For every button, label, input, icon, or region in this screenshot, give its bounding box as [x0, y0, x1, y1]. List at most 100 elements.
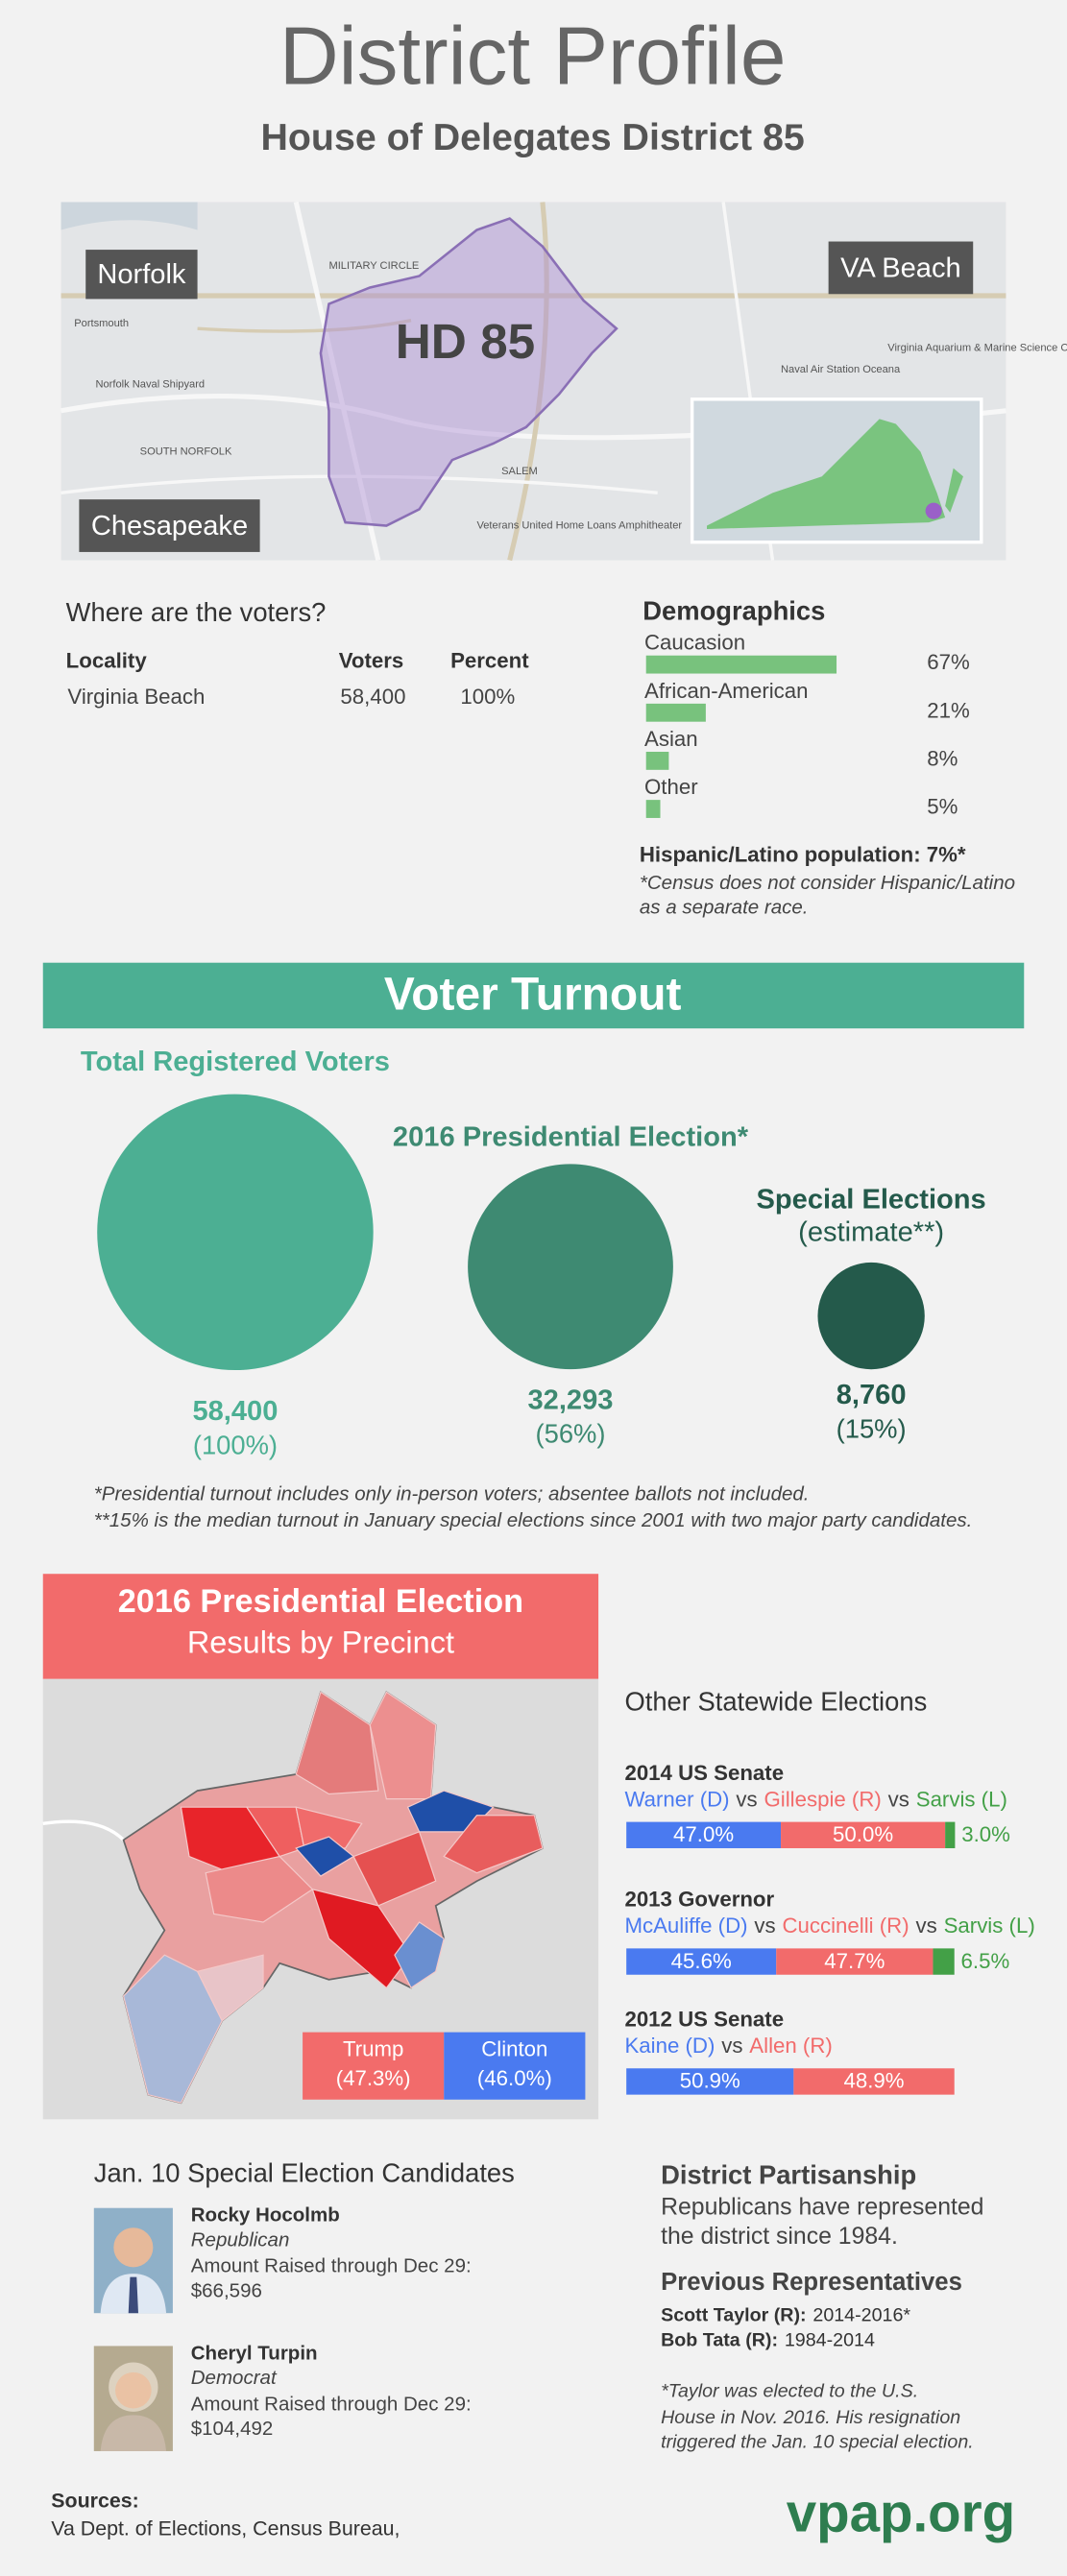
precinct-map-shape — [295, 1691, 379, 1795]
separator: vs — [916, 1914, 937, 1938]
candidate-party: Republican — [191, 2228, 290, 2251]
candidate-name: Allen (R) — [749, 2034, 832, 2058]
turnout-percent: (15%) — [837, 1414, 907, 1444]
raised-label: Amount Raised through Dec 29: — [191, 2255, 472, 2277]
bar — [645, 800, 661, 818]
footnote: *Census does not consider Hispanic/Latin… — [640, 872, 1015, 894]
bar-value: 8% — [927, 746, 958, 770]
representative: Bob Tata (R): 1984-2014 — [661, 2330, 875, 2351]
district-label: HD 85 — [396, 314, 536, 369]
table-header: Percent — [450, 648, 529, 672]
map-places: Portsmouth Norfolk Naval Shipyard MILITARY… — [74, 260, 1067, 531]
bar-value: 5% — [927, 795, 958, 819]
representative-years: 2014-2016* — [812, 2305, 910, 2326]
candidate-name: Cheryl Turpin — [191, 2342, 318, 2364]
representative: Scott Taylor (R): 2014-2016* — [661, 2305, 910, 2326]
precinct-map-shape — [394, 1921, 445, 1989]
legend-value: (47.3%) — [336, 2066, 411, 2090]
race-candidates: Kaine (D) vs Allen (R) — [624, 2034, 832, 2058]
table-cell: Virginia Beach — [67, 685, 205, 709]
separator: vs — [721, 2034, 742, 2058]
district-map-shape — [707, 419, 946, 529]
candidate-name: Rocky Hocolmb — [191, 2204, 340, 2227]
footnote: *Presidential turnout includes only in-p… — [94, 1483, 810, 1505]
footnote: triggered the Jan. 10 special election. — [661, 2432, 974, 2453]
results-subtitle: Results by Precinct — [187, 1625, 454, 1659]
district-map-shape — [293, 201, 381, 562]
result-label: 3.0% — [961, 1822, 1010, 1846]
race-candidates: McAuliffe (D) vs Cuccinelli (R) vs Sarvis (L… — [624, 1914, 1034, 1938]
separator: vs — [754, 1914, 775, 1938]
candidate-photo — [93, 2207, 173, 2314]
candidate-name: Gillespie (R) — [764, 1787, 881, 1811]
footnote: House in Nov. 2016. His resignation — [661, 2407, 960, 2428]
result-bar — [626, 2068, 794, 2095]
candidate-name: Cuccinelli (R) — [782, 1914, 909, 1938]
result-bar — [945, 1821, 956, 1848]
candidate-party: Democrat — [191, 2367, 278, 2389]
bar-value: 21% — [927, 698, 970, 722]
map-label: VA Beach — [840, 253, 961, 283]
result-label: 45.6% — [671, 1949, 732, 1973]
separator: vs — [736, 1787, 757, 1811]
bar-label: African-American — [644, 679, 809, 703]
candidate-photo-shape — [100, 2415, 167, 2451]
result-label: 50.9% — [680, 2069, 740, 2093]
result-bar — [793, 2068, 955, 2095]
result-label: 47.7% — [824, 1949, 885, 1973]
district-map-shape — [945, 468, 963, 513]
footnote: *Taylor was elected to the U.S. — [661, 2381, 918, 2402]
map-place: Norfolk Naval Shipyard — [95, 378, 205, 390]
result-bar — [776, 1948, 934, 1975]
race-title: 2012 US Senate — [624, 2008, 784, 2032]
map-place: Virginia Aquarium & Marine Science Cente… — [887, 343, 1067, 354]
precinct-map-shape — [369, 1691, 437, 1800]
result-label: 48.9% — [844, 2069, 905, 2093]
precinct-map-shape — [295, 1806, 363, 1849]
result-bar — [626, 1948, 777, 1975]
turnout-value: 32,293 — [528, 1384, 614, 1415]
candidate-name: Warner (D) — [624, 1787, 729, 1811]
candidate-name: Sarvis (L) — [916, 1787, 1007, 1811]
district-map-shape — [828, 241, 974, 295]
sources-title: Sources: — [51, 2490, 138, 2513]
raised-amount: $66,596 — [191, 2279, 262, 2301]
footnote: as a separate race. — [640, 897, 809, 919]
representative-years: 1984-2014 — [785, 2330, 875, 2351]
turnout-circle — [97, 1094, 374, 1371]
table-cell: 100% — [460, 685, 515, 709]
page-subtitle: House of Delegates District 85 — [260, 116, 804, 158]
precinct-map-shape — [311, 1888, 412, 1989]
legend-name: Clinton — [481, 2036, 547, 2060]
page-title: District Profile — [279, 12, 787, 103]
legend-name: Trump — [343, 2036, 403, 2060]
bar-value: 67% — [927, 650, 970, 674]
candidate-photo — [93, 2346, 173, 2451]
table-header: Locality — [66, 648, 148, 672]
body-text: Republicans have represented — [661, 2194, 983, 2220]
bar — [645, 655, 837, 674]
district-map-shape — [507, 202, 549, 562]
district-map-shape — [61, 474, 658, 495]
result-label: 6.5% — [961, 1949, 1010, 1973]
district-map-shape — [85, 250, 198, 300]
map-place: Veterans United Home Loans Amphitheater — [476, 519, 682, 531]
district-map-shape — [925, 502, 942, 519]
bar — [645, 751, 669, 770]
legend-box — [444, 2032, 586, 2100]
section-title: Jan. 10 Special Election Candidates — [94, 2158, 515, 2188]
candidate-name: McAuliffe (D) — [624, 1914, 747, 1938]
precinct-map-shape — [352, 1831, 437, 1907]
precinct-map-shape — [205, 1855, 314, 1923]
brand[interactable]: vpap.org — [787, 2482, 1015, 2542]
table-cell: 58,400 — [340, 685, 405, 709]
race-title: 2013 Governor — [624, 1888, 774, 1912]
result-bar — [933, 1948, 955, 1975]
turnout-title: 2016 Presidential Election* — [393, 1121, 749, 1152]
representative-name: Scott Taylor (R): — [661, 2305, 806, 2326]
race-title: 2014 US Senate — [624, 1761, 784, 1785]
results-title: 2016 Presidential Election — [118, 1583, 523, 1620]
candidate-photo-shape — [115, 2371, 152, 2409]
